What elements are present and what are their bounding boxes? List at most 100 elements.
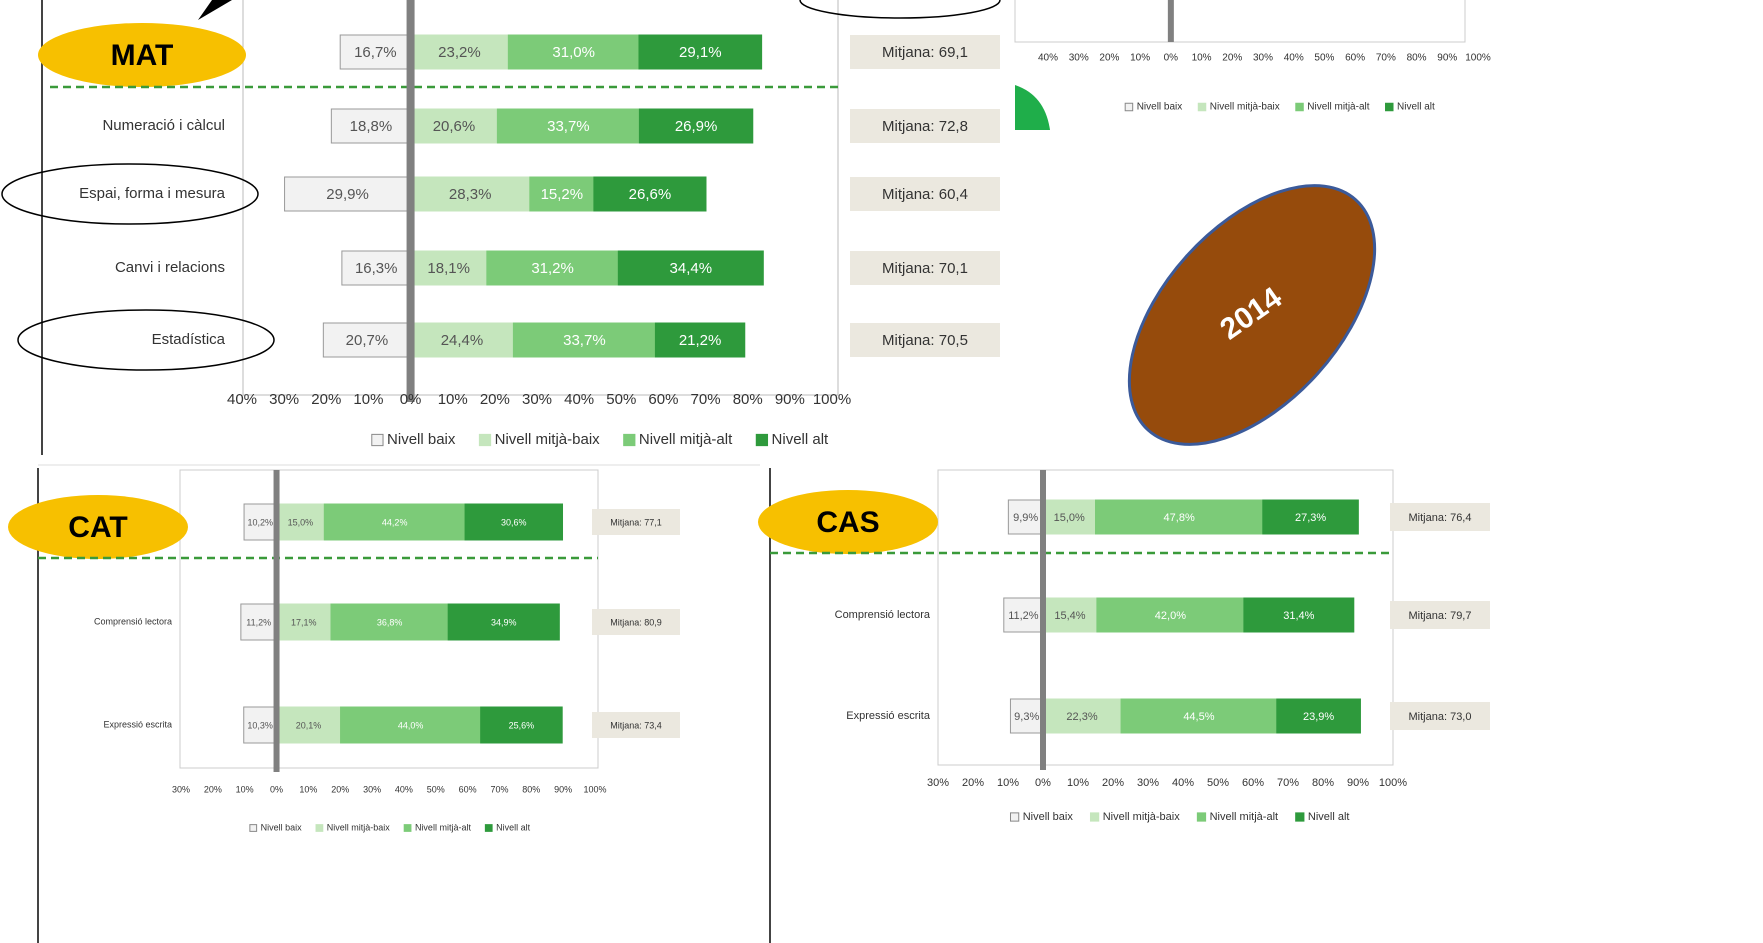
bar-segment	[464, 503, 564, 541]
row-label: Comprensió lectora	[94, 616, 172, 626]
year-shape	[1127, 184, 1377, 446]
x-tick-label: 70%	[1376, 53, 1396, 64]
value-label: 33,7%	[547, 118, 590, 135]
x-tick-label: 100%	[813, 391, 851, 408]
badge: CAT	[68, 511, 127, 544]
x-tick-label: 100%	[1465, 53, 1491, 64]
x-tick-label: 40%	[395, 784, 413, 794]
legend-label: Nivell mitjà-baix	[1210, 102, 1280, 113]
row-label: Comprensió lectora	[835, 609, 931, 621]
value-label: 42,0%	[1155, 610, 1186, 622]
bar-segment	[276, 603, 332, 641]
legend-label: Nivell alt	[1397, 102, 1435, 113]
legend-label: Nivell alt	[496, 822, 531, 832]
legend-swatch	[249, 824, 258, 832]
legend-label: Nivell mitjà-alt	[1307, 102, 1369, 113]
highlight-oval	[799, 0, 1001, 19]
value-label: 29,1%	[679, 44, 722, 61]
bar-segment	[340, 706, 482, 744]
x-tick-label: 30%	[1253, 53, 1273, 64]
row-label: Expressió escrita	[103, 719, 172, 729]
value-label: 25,6%	[509, 720, 535, 730]
x-tick-label: 30%	[927, 777, 949, 789]
mean-label: Mitjana: 70,5	[882, 332, 968, 349]
bar-segment	[1042, 499, 1096, 535]
x-tick-label: 10%	[438, 391, 468, 408]
mean-label: Mitjana: 73,4	[610, 720, 662, 730]
value-label: 15,2%	[541, 186, 584, 203]
mean-box	[1390, 503, 1490, 531]
x-tick-label: 90%	[775, 391, 805, 408]
value-label: 44,2%	[382, 517, 408, 527]
bar-segment	[1009, 698, 1044, 734]
badge-shape	[38, 23, 246, 87]
legend-label: Nivell mitjà-alt	[415, 822, 472, 832]
legend-swatch	[1385, 102, 1394, 112]
bar-segment	[447, 603, 560, 641]
bar-segment	[1276, 698, 1361, 734]
legend-label: Nivell mitjà-alt	[639, 431, 733, 448]
x-tick-label: 20%	[1222, 53, 1242, 64]
bar-segment	[638, 108, 754, 144]
highlight-oval	[17, 309, 275, 371]
x-tick-label: 30%	[269, 391, 299, 408]
legend-swatch	[1295, 812, 1305, 822]
x-tick-label: 40%	[1038, 53, 1058, 64]
x-tick-label: 10%	[299, 784, 317, 794]
value-label: 27,3%	[1295, 512, 1326, 524]
mean-box	[850, 177, 1000, 211]
value-label: 30,6%	[501, 517, 527, 527]
x-tick-label: 60%	[1242, 777, 1264, 789]
mean-box	[850, 109, 1000, 143]
bar-segment	[322, 322, 412, 358]
value-label: 20,6%	[433, 118, 476, 135]
legend-swatch	[623, 433, 636, 447]
x-tick-label: 70%	[691, 391, 721, 408]
value-label: 34,9%	[491, 617, 517, 627]
legend-label: Nivell alt	[1308, 811, 1350, 823]
x-tick-label: 0%	[400, 391, 422, 408]
x-tick-label: 20%	[1099, 53, 1119, 64]
charts: 16,7% 23,2% 31,0% 29,1% Mitjana: 69,1 Numerac…	[38, 0, 1491, 832]
x-tick-label: 20%	[962, 777, 984, 789]
value-label: 31,2%	[531, 260, 574, 277]
x-tick-label: 40%	[1172, 777, 1194, 789]
value-label: 31,0%	[552, 44, 595, 61]
value-label: 31,4%	[1283, 610, 1314, 622]
mean-box	[850, 323, 1000, 357]
value-label: 20,1%	[296, 720, 322, 730]
value-label: 17,1%	[291, 617, 317, 627]
x-tick-label: 20%	[480, 391, 510, 408]
value-label: 21,2%	[679, 332, 722, 349]
bar-segment	[1007, 499, 1044, 535]
x-tick-label: 30%	[363, 784, 381, 794]
x-tick-label: 10%	[1192, 53, 1212, 64]
legend-label: Nivell mitjà-alt	[1210, 811, 1278, 823]
legend-label: Nivell mitjà-baix	[495, 431, 601, 448]
x-tick-label: 0%	[1164, 53, 1179, 64]
mean-label: Mitjana: 69,1	[882, 44, 968, 61]
bar-segment	[638, 34, 763, 70]
x-tick-label: 50%	[606, 391, 636, 408]
bar-segment	[410, 34, 509, 70]
row-label: Expressió escrita	[846, 710, 931, 722]
bar-segment	[323, 503, 466, 541]
x-tick-label: 50%	[427, 784, 445, 794]
legend-swatch	[1197, 102, 1207, 112]
bar-segment	[617, 250, 764, 286]
bar-segment	[410, 108, 498, 144]
value-label: 44,5%	[1183, 711, 1214, 723]
legend-swatch	[478, 433, 492, 447]
legend-label: Nivell alt	[772, 431, 830, 448]
legend-label: Nivell mitjà-baix	[1103, 811, 1181, 823]
x-tick-label: 10%	[236, 784, 254, 794]
badge-shape	[758, 490, 938, 554]
bar-segment	[1096, 597, 1245, 633]
value-label: 18,8%	[350, 118, 393, 135]
x-tick-label: 10%	[997, 777, 1019, 789]
x-tick-label: 20%	[331, 784, 349, 794]
value-label: 36,8%	[377, 617, 403, 627]
row-label: Canvi i relacions	[115, 259, 225, 276]
